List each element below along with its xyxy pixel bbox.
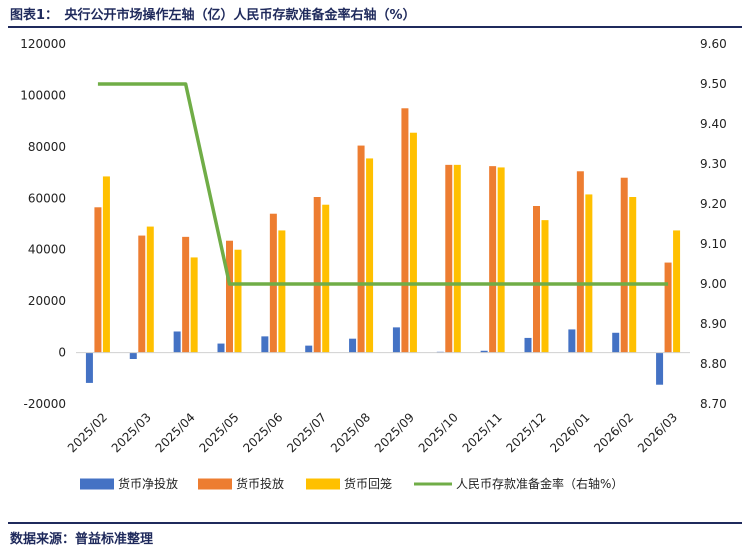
- right-tick-label: 9.40: [700, 117, 727, 131]
- legend: 货币净投放 货币投放 货币回笼 人民币存款准备金率（右轴%）: [80, 476, 623, 491]
- bar-withdrawal: [409, 132, 417, 353]
- x-tick-label: 2025/10: [416, 410, 461, 455]
- bar-withdrawal: [629, 197, 637, 353]
- right-tick-label: 9.30: [700, 157, 727, 171]
- bar-withdrawal: [453, 164, 461, 353]
- source-note: 数据来源：普益标准整理: [10, 532, 154, 547]
- right-tick-label: 9.20: [700, 197, 727, 211]
- x-axis-labels: 2025/022025/032025/042025/052025/062025/…: [65, 410, 680, 455]
- right-tick-label: 9.60: [700, 37, 727, 51]
- bar-withdrawal: [497, 167, 505, 353]
- bar-withdrawal: [541, 220, 549, 353]
- bar-injection: [94, 207, 102, 353]
- bar-net: [217, 343, 225, 353]
- bar-series: [85, 108, 681, 385]
- reserve-ratio-line: [97, 82, 669, 286]
- bar-net: [349, 338, 357, 353]
- bar-net: [261, 336, 269, 353]
- left-axis-ticks: -20000 0 20000 40000 60000 80000 100000 120000: [20, 37, 66, 411]
- bar-injection: [489, 166, 497, 353]
- bar-injection: [401, 108, 409, 353]
- left-tick-label: 120000: [20, 37, 66, 51]
- bar-injection: [664, 262, 672, 353]
- right-tick-label: 8.90: [700, 317, 727, 331]
- bar-net: [129, 352, 137, 359]
- bar-withdrawal: [366, 158, 374, 353]
- bar-net: [85, 352, 93, 383]
- bar-injection: [138, 235, 146, 353]
- legend-label: 货币投放: [236, 476, 284, 491]
- bar-net: [524, 337, 532, 353]
- left-tick-label: 0: [58, 346, 66, 360]
- footer-divider: [8, 522, 742, 524]
- x-tick-label: 2025/09: [372, 410, 417, 455]
- chart-canvas: -20000020000400006000080000100000120000 …: [20, 37, 727, 491]
- left-tick-label: 60000: [28, 191, 66, 205]
- bar-net: [656, 352, 664, 385]
- bar-net: [392, 327, 400, 353]
- header-divider: [8, 26, 742, 28]
- x-tick-label: 2025/02: [65, 410, 110, 455]
- bar-injection: [620, 177, 628, 353]
- x-tick-label: 2026/02: [591, 410, 636, 455]
- bar-withdrawal: [102, 176, 110, 353]
- bar-withdrawal: [146, 226, 154, 353]
- bar-withdrawal: [234, 249, 242, 353]
- x-tick-label: 2025/05: [196, 410, 241, 455]
- chart-footer: 数据来源：普益标准整理: [0, 516, 748, 547]
- right-tick-label: 9.00: [700, 277, 727, 291]
- x-tick-label: 2026/01: [547, 410, 592, 455]
- line-series: [97, 82, 669, 286]
- legend-swatch: [414, 482, 452, 486]
- x-tick-label: 2026/03: [635, 410, 680, 455]
- bar-net: [568, 329, 576, 353]
- x-tick-label: 2025/03: [109, 410, 154, 455]
- left-tick-label: 80000: [28, 140, 66, 154]
- legend-label: 人民币存款准备金率（右轴%）: [456, 476, 623, 491]
- legend-label: 货币净投放: [118, 476, 178, 491]
- legend-swatch: [306, 478, 340, 490]
- x-tick-label: 2025/12: [503, 410, 548, 455]
- bar-withdrawal: [190, 257, 198, 353]
- legend-swatch: [198, 478, 232, 490]
- bar-withdrawal: [322, 204, 330, 353]
- bar-injection: [357, 145, 365, 353]
- right-tick-label: 9.10: [700, 237, 727, 251]
- bar-withdrawal: [278, 230, 286, 353]
- right-tick-label: 9.50: [700, 77, 727, 91]
- bar-withdrawal: [585, 194, 593, 353]
- legend-swatch: [80, 478, 114, 490]
- bar-injection: [576, 171, 584, 353]
- x-tick-label: 2025/06: [240, 410, 285, 455]
- left-tick-label: 40000: [28, 243, 66, 257]
- x-tick-label: 2025/08: [328, 410, 373, 455]
- bar-net: [305, 345, 313, 353]
- bar-injection: [313, 197, 321, 353]
- left-tick-label: -20000: [23, 397, 66, 411]
- right-axis-ticks: 8.70 8.80 8.90 9.00 9.10 9.20 9.30 9.40 9.50 9.60: [700, 37, 727, 411]
- x-tick-label: 2025/11: [460, 410, 505, 455]
- x-tick-label: 2025/04: [153, 410, 198, 455]
- bar-net: [173, 331, 181, 353]
- bar-withdrawal: [673, 230, 681, 353]
- right-tick-label: 8.70: [700, 397, 727, 411]
- left-tick-label: 100000: [20, 88, 66, 102]
- bar-injection: [445, 164, 453, 353]
- left-tick-label: 20000: [28, 294, 66, 308]
- bar-injection: [533, 206, 540, 353]
- x-tick-label: 2025/07: [284, 410, 329, 455]
- bar-injection: [226, 240, 233, 353]
- bar-net: [480, 350, 488, 353]
- chart-header: 图表1： 央行公开市场操作左轴（亿）人民币存款准备金率右轴（%）: [0, 0, 748, 30]
- bar-injection: [182, 236, 190, 353]
- right-tick-label: 8.80: [700, 357, 727, 371]
- legend-label: 货币回笼: [344, 476, 392, 491]
- chart-title: 图表1： 央行公开市场操作左轴（亿）人民币存款准备金率右轴（%）: [10, 8, 416, 23]
- bar-net: [612, 332, 620, 353]
